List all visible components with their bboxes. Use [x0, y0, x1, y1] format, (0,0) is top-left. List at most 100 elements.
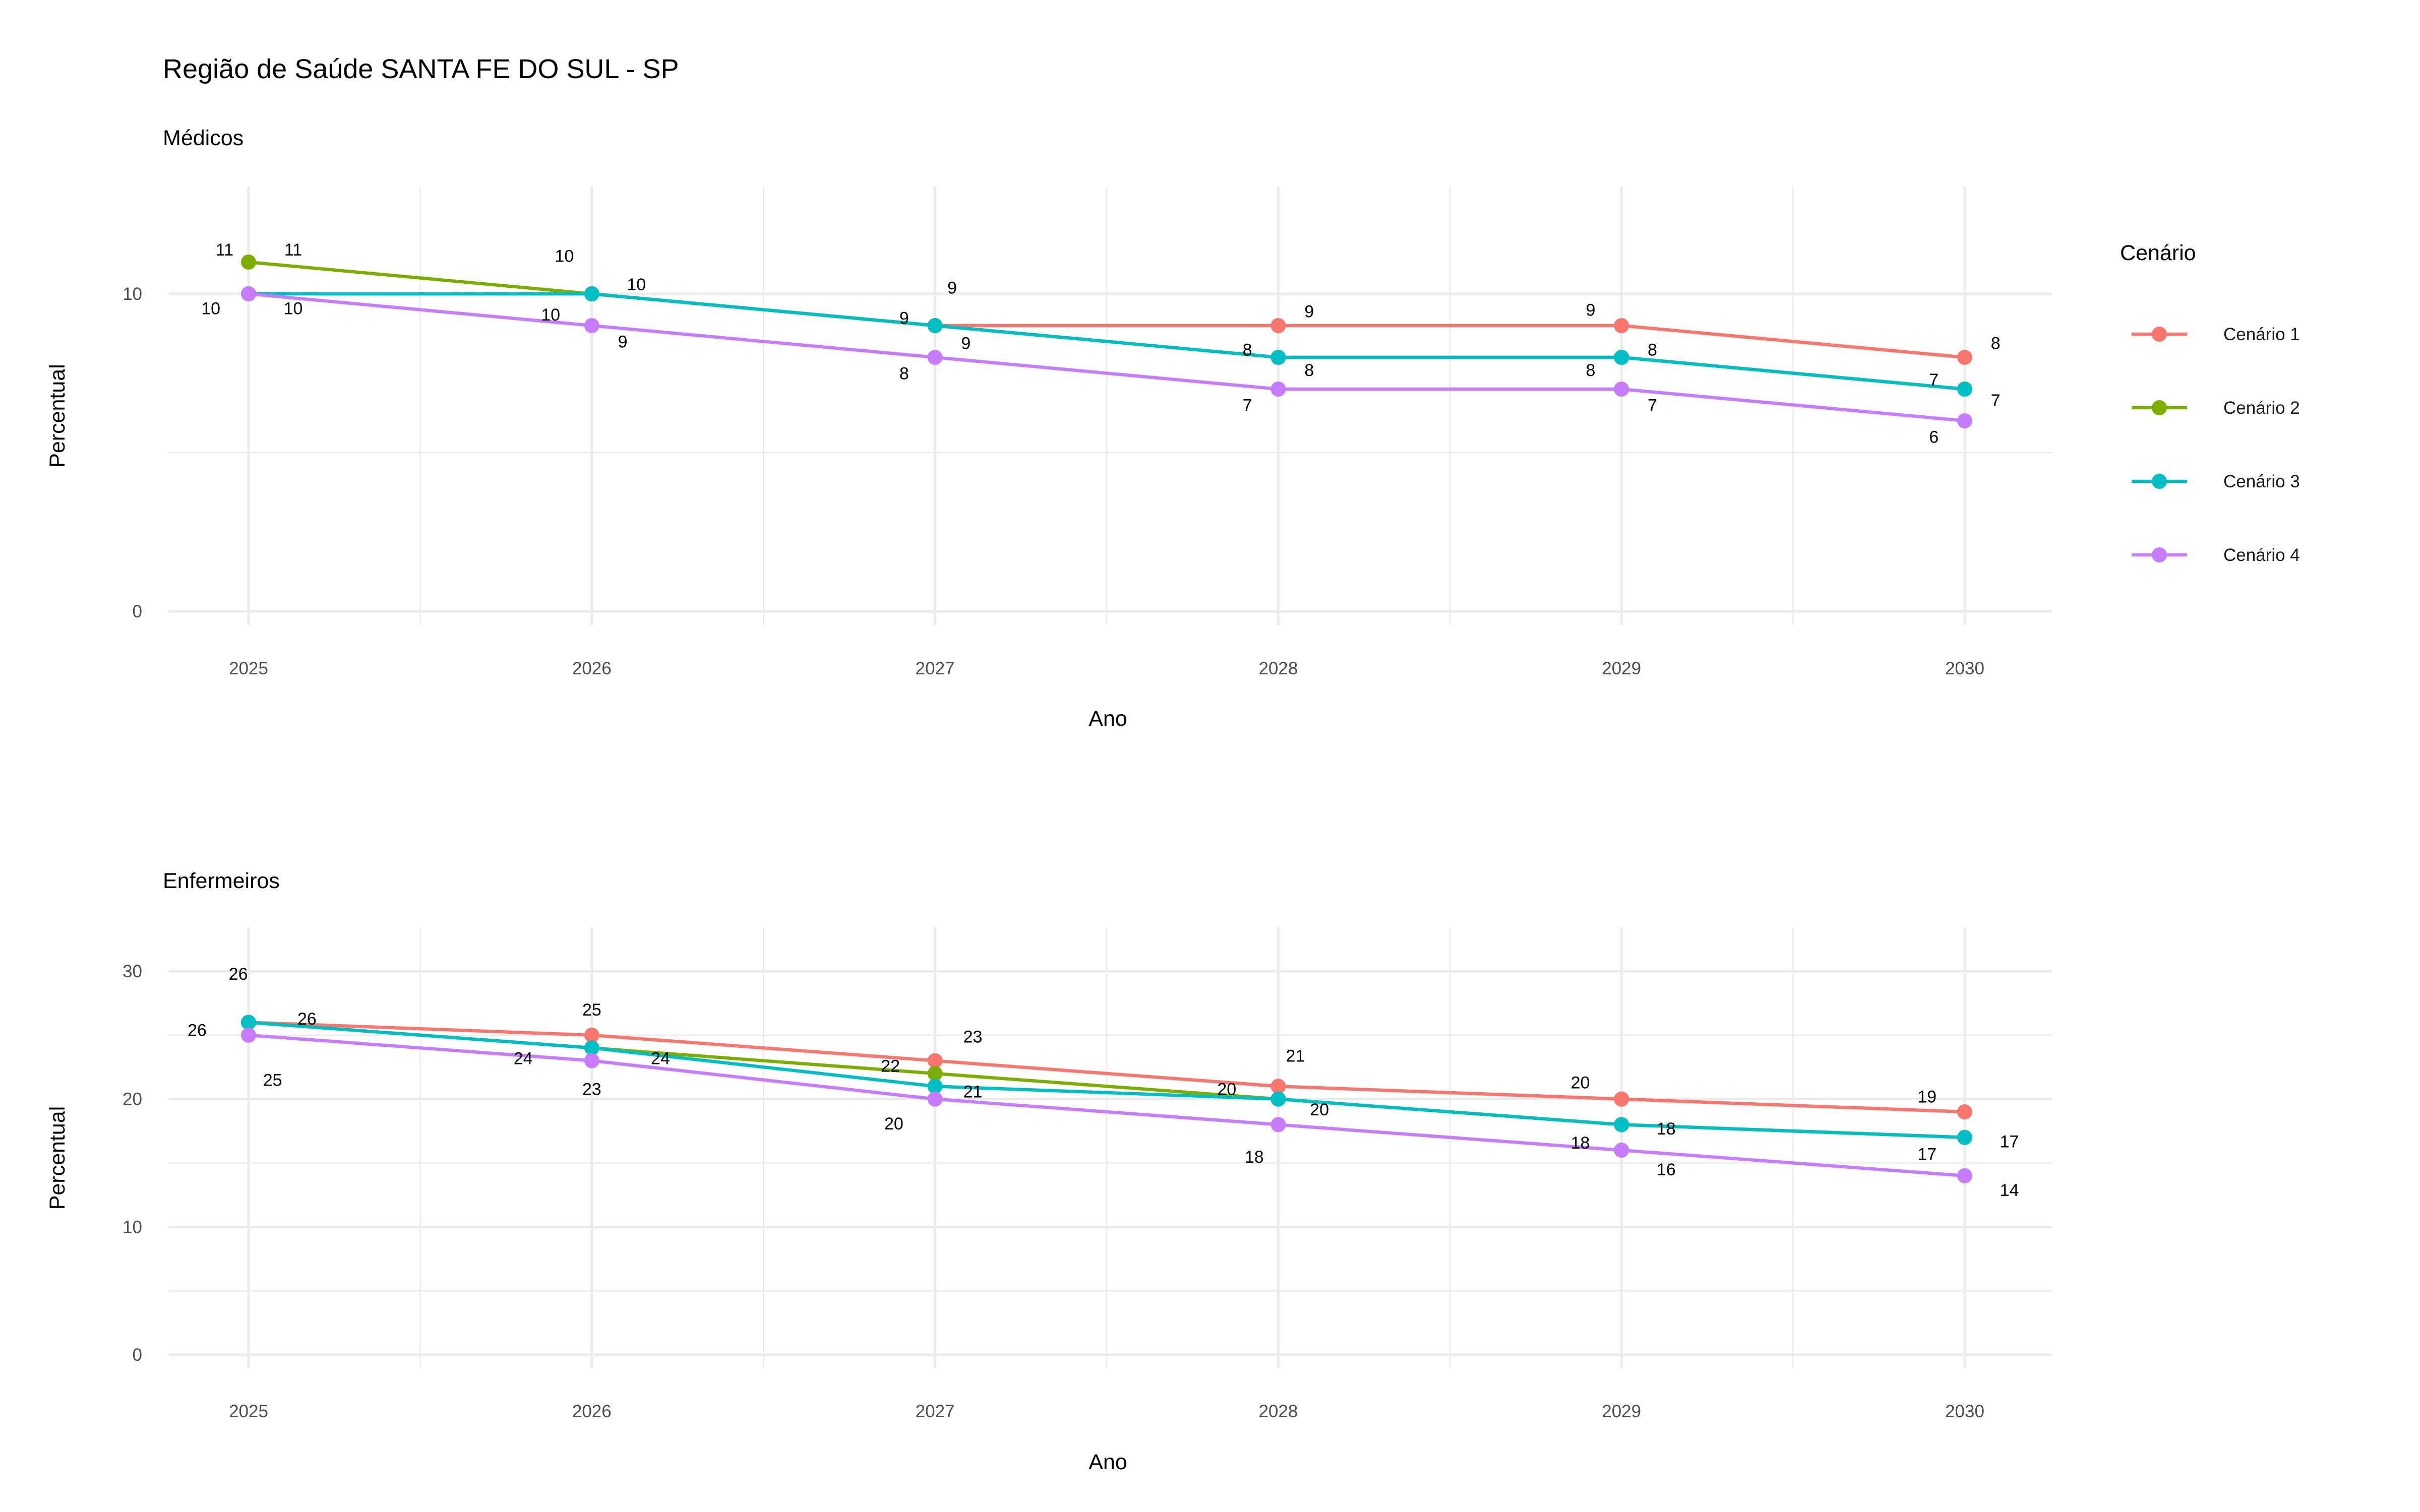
- series-line: [248, 1021, 1965, 1114]
- data-label: 24: [514, 1049, 533, 1068]
- data-label: 10: [541, 305, 560, 325]
- legend: Cenário Cenário 1 Cenário 2 Cenário 3 Cenár…: [2120, 241, 2300, 565]
- x-tick-label: 2030: [1945, 659, 1984, 678]
- data-label: 22: [881, 1057, 900, 1076]
- data-label: 10: [627, 275, 646, 294]
- data-label: 19: [1917, 1088, 1937, 1107]
- data-label: 16: [1657, 1160, 1676, 1179]
- data-label: 7: [1991, 391, 2001, 410]
- data-label: 8: [1304, 361, 1314, 380]
- data-point: [927, 318, 943, 333]
- data-point: [1614, 350, 1629, 365]
- data-point: [1957, 413, 1972, 428]
- data-point: [241, 1027, 256, 1043]
- data-label: 14: [2000, 1181, 2019, 1200]
- series-line: [248, 292, 1965, 423]
- data-label: 17: [2000, 1132, 2019, 1151]
- x-tick-label: 2025: [229, 1402, 268, 1421]
- data-label: 25: [582, 1000, 601, 1020]
- y-axis-title: Percentual: [45, 364, 70, 468]
- y-tick-label: 0: [133, 1345, 142, 1365]
- data-point: [927, 1079, 943, 1094]
- data-label: 24: [651, 1049, 670, 1068]
- data-label: 11: [216, 240, 233, 260]
- data-label: 23: [963, 1027, 983, 1046]
- data-point: [1270, 1117, 1286, 1132]
- y-tick-label: 20: [123, 1090, 142, 1109]
- data-label: 8: [1991, 334, 2001, 353]
- legend-key-point: [2152, 547, 2167, 562]
- data-point: [1270, 382, 1286, 397]
- data-label: 6: [1929, 428, 1939, 447]
- panel-subtitle-medicos: Médicos: [163, 126, 244, 150]
- data-label: 10: [555, 246, 574, 266]
- y-tick-label: 0: [133, 602, 142, 621]
- data-point: [1270, 350, 1286, 365]
- data-point: [1614, 318, 1629, 333]
- y-tick-label: 30: [123, 962, 142, 981]
- grid: [169, 186, 2052, 625]
- data-label: 23: [582, 1080, 601, 1099]
- grid: [169, 927, 2052, 1368]
- data-label: 10: [284, 299, 303, 318]
- data-point: [584, 1027, 599, 1043]
- y-tick-label: 10: [123, 1217, 142, 1237]
- data-label: 26: [297, 1010, 317, 1029]
- data-point: [927, 1065, 943, 1081]
- series-line: [248, 1021, 1965, 1140]
- data-labels: 26 26 26 25 25 24 24 23 23 22 21 20 21 20 20 18 20 18 18 16…: [188, 965, 2019, 1200]
- data-point: [1270, 318, 1286, 333]
- data-label: 8: [899, 364, 909, 384]
- data-label: 21: [1286, 1046, 1305, 1065]
- data-point: [1957, 382, 1972, 397]
- legend-label: Cenário 1: [2223, 325, 2300, 344]
- x-axis-title: Ano: [1088, 1450, 1127, 1474]
- x-tick-label: 2027: [916, 1402, 955, 1421]
- data-label: 9: [618, 333, 628, 352]
- x-tick-label: 2026: [572, 1402, 612, 1421]
- data-label: 18: [1245, 1148, 1264, 1167]
- data-label: 9: [1304, 302, 1314, 322]
- data-label: 7: [1243, 396, 1252, 415]
- chart-title: Região de Saúde SANTA FE DO SUL - SP: [163, 54, 679, 84]
- x-tick-label: 2028: [1258, 1402, 1298, 1421]
- data-label: 8: [1586, 361, 1595, 380]
- legend-item: Cenário 1: [2132, 325, 2300, 344]
- data-label: 18: [1571, 1133, 1590, 1153]
- x-tick-label: 2030: [1945, 1402, 1984, 1421]
- legend-item: Cenário 4: [2132, 545, 2300, 565]
- legend-label: Cenário 3: [2223, 472, 2300, 491]
- series-cenario-3: [241, 1015, 1972, 1145]
- data-label: 17: [1917, 1145, 1937, 1164]
- data-point: [1614, 1117, 1629, 1132]
- data-point: [241, 1015, 256, 1030]
- data-point: [584, 1053, 599, 1068]
- series-cenario-4: [241, 1027, 1972, 1183]
- series-cenario-1: [241, 1015, 1972, 1120]
- data-label: 18: [1657, 1119, 1676, 1139]
- data-labels: 11 11 10 10 10 10 10 9 9 9 9 8 9 8 8 7 9 8 8 7 8 7 7 6: [201, 240, 2001, 447]
- data-label: 25: [263, 1071, 282, 1090]
- data-label: 20: [1217, 1080, 1236, 1099]
- legend-key-point: [2152, 474, 2167, 489]
- legend-label: Cenário 2: [2223, 398, 2300, 418]
- data-point: [1957, 350, 1972, 365]
- data-label: 9: [899, 308, 909, 328]
- panel-medicos: 0 10 2025 2026 2027 2028 2029 2030 Ano Percentual…: [45, 186, 2052, 731]
- data-label: 20: [1310, 1100, 1329, 1119]
- x-tick-label: 2029: [1602, 659, 1641, 678]
- data-point: [584, 1040, 599, 1056]
- x-tick-label: 2029: [1602, 1402, 1641, 1421]
- data-label: 21: [963, 1082, 983, 1101]
- data-point: [927, 1053, 943, 1068]
- legend-title: Cenário: [2120, 241, 2196, 265]
- data-point: [1270, 1079, 1286, 1094]
- x-tick-label: 2025: [229, 659, 268, 678]
- data-label: 26: [188, 1021, 207, 1040]
- data-point: [1957, 1168, 1972, 1183]
- panel-subtitle-enfermeiros: Enfermeiros: [163, 869, 280, 893]
- series-line: [248, 1033, 1965, 1178]
